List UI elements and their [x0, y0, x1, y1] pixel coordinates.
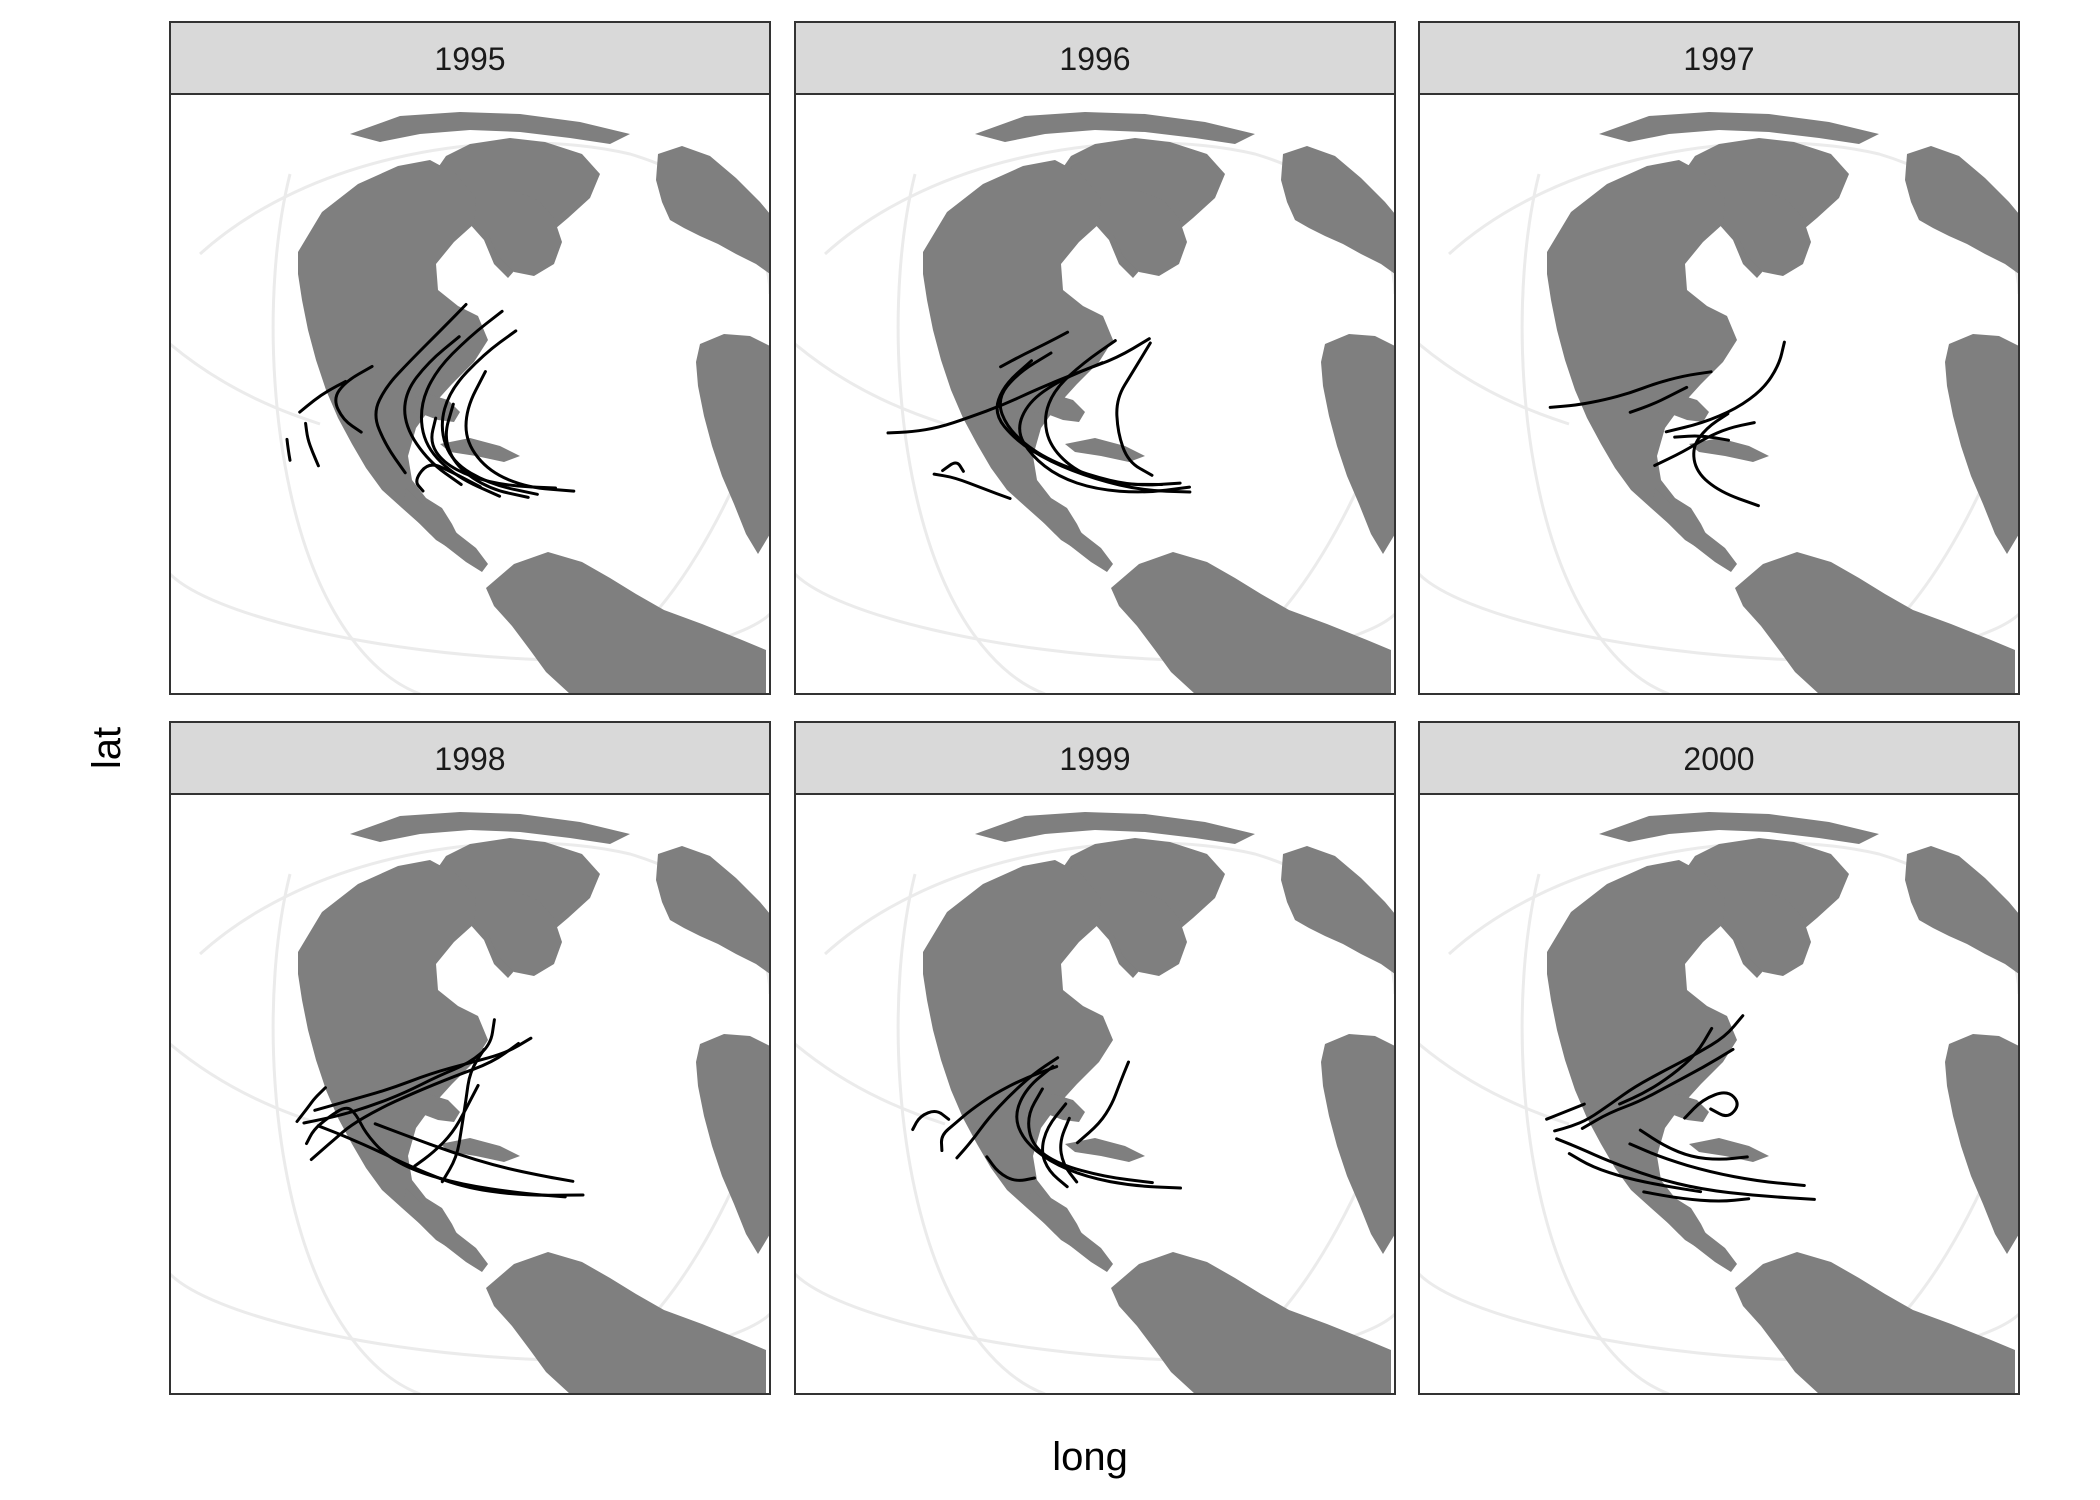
facet-plot-area — [1418, 93, 2020, 695]
storm-tracks — [295, 1018, 585, 1199]
storm-track — [1664, 340, 1786, 434]
storm-track — [1548, 370, 1713, 409]
graticule-line — [1419, 342, 1570, 426]
panel-border — [169, 793, 771, 1395]
facet-panel-1999: 1999 — [794, 721, 1396, 1395]
facet-strip — [169, 21, 771, 95]
storm-track — [1027, 1087, 1154, 1185]
graticule-line — [795, 342, 946, 426]
storm-track — [985, 1155, 1036, 1182]
storm-tracks — [911, 1056, 1182, 1190]
panel-border — [169, 93, 771, 695]
storm-track — [316, 1124, 585, 1197]
storm-track — [1673, 434, 1730, 442]
storm-track — [932, 472, 1012, 500]
storm-track — [1545, 1102, 1586, 1121]
x-axis-title: long — [1052, 1435, 1128, 1479]
storm-track — [313, 1036, 533, 1112]
storm-track — [1683, 1091, 1739, 1120]
graticule-line — [271, 873, 421, 1394]
storm-track — [1628, 1142, 1806, 1187]
facet-plot-area — [169, 793, 771, 1395]
graticule-line — [1520, 873, 1670, 1394]
storm-track — [464, 370, 576, 493]
facet-strip-label: 1996 — [1059, 41, 1130, 77]
storm-track — [295, 1086, 327, 1123]
storm-track — [1075, 1060, 1130, 1145]
storm-track — [955, 1056, 1060, 1160]
facet-plot-area — [169, 93, 771, 695]
facet-plot-area — [794, 93, 1396, 695]
storm-tracks — [285, 303, 576, 499]
storm-track — [1041, 1102, 1069, 1189]
storm-track — [1628, 385, 1689, 414]
storm-track — [1018, 361, 1191, 494]
storm-track — [304, 421, 320, 468]
facet-strip-label: 1998 — [434, 741, 505, 777]
storm-track — [309, 1042, 520, 1161]
y-axis-title: lat — [85, 727, 129, 769]
storm-track — [440, 329, 539, 496]
facet-panel-1997: 1997 — [1418, 21, 2020, 695]
facet-strip-label: 1995 — [434, 41, 505, 77]
storm-track — [1618, 1026, 1714, 1106]
storm-track — [298, 380, 348, 414]
storm-track — [1553, 1014, 1745, 1133]
graticule-line — [170, 1042, 321, 1126]
facet-plot-area — [794, 793, 1396, 1395]
facet-plot-area — [1418, 793, 2020, 1395]
facet-strip — [1418, 721, 2020, 795]
graticule-line — [170, 342, 321, 426]
storm-track — [1567, 1152, 1703, 1194]
panel-border — [794, 793, 1396, 1395]
graticule-line — [896, 173, 1046, 694]
facet-panel-1998: 1998 — [169, 721, 771, 1395]
storm-track — [1044, 339, 1164, 486]
panel-border — [794, 93, 1396, 695]
storm-track — [911, 1110, 951, 1131]
storm-track — [374, 303, 468, 475]
facet-strip — [169, 721, 771, 795]
storm-track — [1015, 1064, 1182, 1190]
storm-track — [1059, 1116, 1079, 1184]
facet-panel-1996: 1996 — [794, 21, 1396, 695]
graticule-line — [1419, 1042, 1570, 1126]
storm-track — [415, 463, 482, 493]
storm-track — [285, 437, 292, 462]
facet-strip-label: 1999 — [1059, 741, 1130, 777]
graticule-line — [795, 1042, 946, 1126]
facet-strip — [1418, 21, 2020, 95]
graticule-line — [1520, 173, 1670, 694]
storm-track — [1555, 1137, 1816, 1201]
storm-tracks — [1545, 1014, 1816, 1203]
storm-tracks — [886, 330, 1192, 500]
storm-tracks — [1548, 340, 1786, 508]
storm-track — [413, 1084, 480, 1168]
panel-border — [1418, 93, 2020, 695]
storm-track — [1115, 341, 1154, 477]
facet-panel-2000: 2000 — [1418, 721, 2020, 1395]
panel-border — [1418, 793, 2020, 1395]
storm-track — [334, 364, 374, 434]
facet-strip — [794, 21, 1396, 95]
facet-strip-label: 1997 — [1683, 41, 1754, 77]
storm-track — [999, 330, 1070, 369]
storm-track — [941, 461, 965, 473]
graticule-line — [896, 873, 1046, 1394]
storm-track — [403, 335, 463, 486]
storm-track — [1642, 1190, 1751, 1203]
facet-panel-1995: 1995 — [169, 21, 771, 695]
storm-track — [1638, 1128, 1749, 1161]
graticule-line — [271, 173, 421, 694]
storm-track — [444, 402, 530, 499]
facet-strip-label: 2000 — [1683, 741, 1754, 777]
storm-track — [440, 1047, 486, 1184]
storm-track — [1580, 1047, 1735, 1130]
storm-track — [1692, 412, 1760, 508]
storm-track — [939, 1065, 1059, 1152]
